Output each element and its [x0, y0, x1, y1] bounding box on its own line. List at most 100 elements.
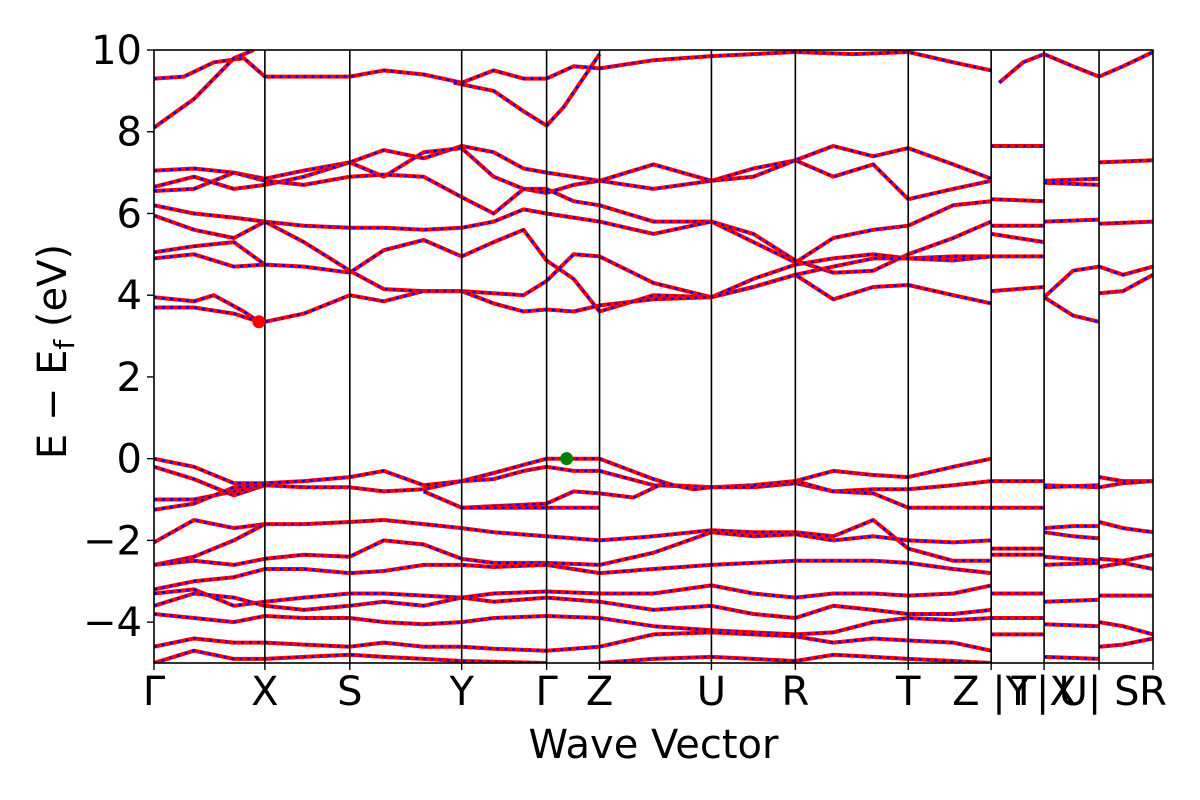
band-line-dash: [991, 232, 1045, 244]
x-tick-label: X: [251, 669, 278, 715]
x-tick-label: Z: [586, 669, 613, 715]
band-edge-markers: [252, 315, 574, 466]
band-line-dash: [1044, 655, 1100, 661]
band-29: [154, 456, 992, 490]
band-61: [1044, 597, 1100, 604]
band-2: [154, 50, 255, 130]
band-41: [1098, 479, 1153, 490]
band-line-dash: [1099, 159, 1153, 164]
y-tick-label: 10: [91, 28, 142, 74]
band-line: [154, 648, 547, 663]
x-tick-label: R: [1139, 669, 1167, 715]
band-line-dash: [1098, 265, 1153, 277]
band-49: [154, 630, 992, 653]
x-tick-label: T|X: [1010, 669, 1076, 715]
band-line-dash: [991, 285, 1045, 293]
band-line-dash: [154, 584, 992, 608]
band-line-dash: [1043, 531, 1100, 540]
band-27: [1098, 264, 1153, 277]
y-axis-label-subscript: f: [48, 339, 81, 350]
x-tick-label: S: [337, 669, 362, 715]
x-tick-label: T: [895, 669, 921, 715]
x-tick-label: Γ: [143, 669, 166, 715]
band-17: [990, 231, 1045, 245]
band-line-dash: [1043, 296, 1100, 323]
band-5: [154, 144, 992, 183]
x-tick-label: Z |Y: [952, 669, 1031, 715]
band-line-dash: [1044, 561, 1100, 567]
x-tick-label: R: [781, 669, 809, 715]
band-60: [1044, 560, 1100, 567]
band-line: [154, 612, 992, 637]
band-edge-marker-cbm: [252, 315, 266, 329]
y-axis-ticks: 10 8 6 4 2 0 −2 −4: [83, 28, 154, 646]
band-20: [1044, 176, 1100, 183]
band-line-dash: [1098, 479, 1153, 489]
y-axis-label-main: E − E: [30, 350, 76, 460]
band-line-dash: [1044, 598, 1100, 603]
band-58: [1043, 530, 1100, 541]
band-line-dash: [1044, 181, 1100, 187]
band-line: [154, 144, 992, 183]
band-line: [599, 652, 992, 663]
band-line: [1043, 295, 1100, 324]
x-tick-label: Γ: [535, 669, 558, 715]
band-line-dash: [1099, 220, 1153, 225]
band-32: [154, 483, 266, 512]
band-line-dash: [1098, 520, 1153, 534]
band-line: [154, 50, 992, 85]
band-66: [1098, 560, 1153, 571]
band-line-dash: [1044, 177, 1100, 182]
band-63: [1044, 654, 1100, 661]
y-tick-label: 0: [117, 437, 142, 483]
band-line: [154, 456, 992, 490]
band-69: [1098, 636, 1153, 649]
x-tick-label: U| S: [1059, 669, 1140, 715]
band-62: [1044, 622, 1100, 629]
x-tick-label: U: [697, 669, 726, 715]
band-1: [154, 50, 992, 85]
y-tick-label: 8: [117, 110, 142, 156]
band-57: [1043, 524, 1100, 531]
band-lines-layer: [154, 50, 1153, 663]
band-line-dash: [154, 523, 266, 567]
band-25: [1099, 158, 1153, 165]
plot-area-frame: [153, 49, 1154, 664]
band-19: [991, 285, 1045, 294]
band-39: [1044, 483, 1100, 490]
band-line-dash: [1044, 484, 1100, 489]
band-line: [1098, 552, 1153, 563]
band-line-dash: [154, 253, 265, 268]
band-line-dash: [154, 306, 265, 323]
y-axis-label: E − Ef (eV): [30, 244, 81, 459]
band-51: [599, 652, 992, 663]
x-axis-label: Wave Vector: [529, 722, 780, 768]
band-line-dash: [154, 518, 992, 562]
band-line-dash: [154, 484, 266, 501]
band-50: [154, 648, 547, 663]
y-tick-label: 2: [117, 355, 142, 401]
band-22: [1044, 217, 1100, 224]
band-4: [997, 50, 1153, 85]
band-line-dash: [1098, 561, 1153, 571]
band-line: [154, 630, 992, 653]
band-line-dash: [1098, 620, 1153, 636]
band-line-dash: [154, 50, 255, 129]
band-15: [991, 197, 1045, 204]
band-line-dash: [991, 198, 1045, 203]
band-59: [1043, 554, 1100, 563]
band-line: [154, 522, 266, 567]
band-line: [154, 203, 992, 275]
band-43: [154, 522, 266, 567]
band-line: [1098, 273, 1153, 296]
band-line-dash: [154, 144, 992, 183]
band-line-dash: [154, 171, 992, 264]
y-tick-label: −2: [83, 518, 142, 564]
band-26: [1099, 219, 1153, 226]
band-28: [1098, 273, 1153, 296]
band-line: [154, 583, 992, 608]
band-64: [1098, 520, 1153, 535]
band-line: [997, 50, 1153, 85]
